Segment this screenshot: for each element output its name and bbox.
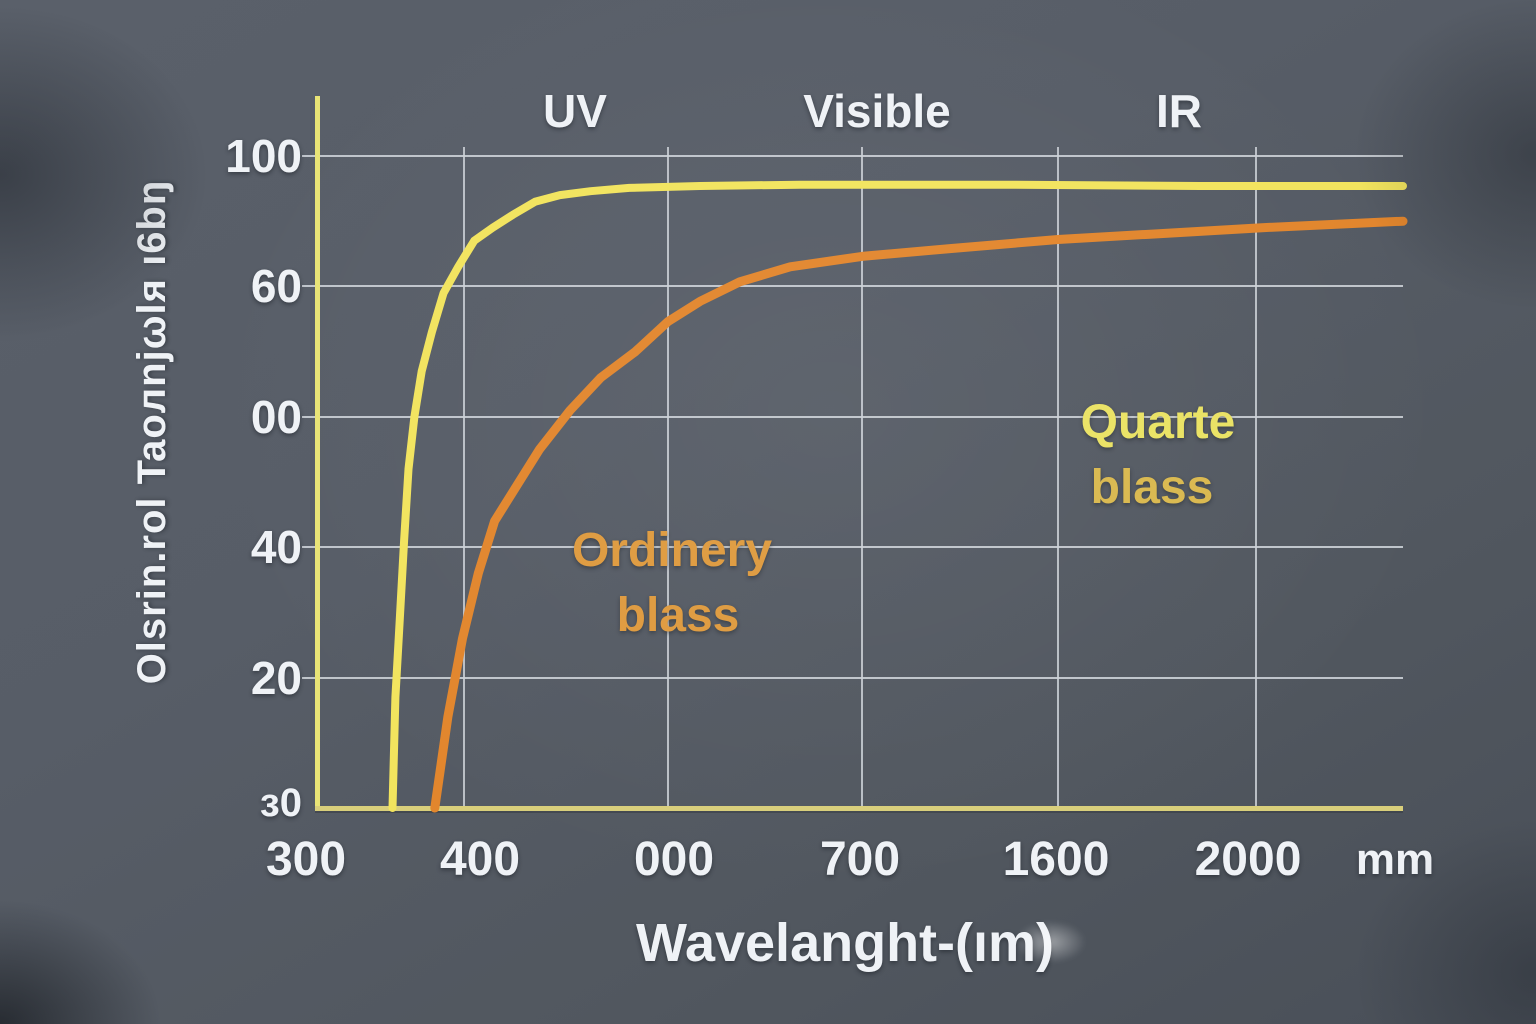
series-curve-1 bbox=[430, 216, 1408, 813]
series-curve-0 bbox=[388, 180, 1407, 812]
series-label-quartz-line2: blass bbox=[1090, 461, 1214, 514]
series-label-ordinary-line2: blass bbox=[616, 589, 740, 642]
x-tick-label-0: 300 bbox=[265, 833, 347, 886]
x-axis-line bbox=[315, 806, 1403, 811]
y-tick-label-5: ɜ0 bbox=[259, 781, 303, 825]
y-tick-label-3: 40 bbox=[250, 521, 302, 573]
y-axis-line bbox=[315, 96, 320, 811]
y-tick-label-4: 20 bbox=[250, 652, 302, 704]
y-tick-label-1: 60 bbox=[250, 260, 302, 312]
region-label-visible: Visible bbox=[803, 85, 951, 137]
x-axis-title: Wavelanght-(ım) bbox=[636, 913, 1054, 973]
y-axis-title: Olsrin.rol Taoлnjωlя ı6bŋ bbox=[130, 179, 174, 685]
x-axis-shadow bbox=[315, 811, 1403, 813]
x-tick-label-2: 000 bbox=[633, 833, 715, 886]
x-tick-label-5: 2000 bbox=[1194, 833, 1302, 886]
y-tick-label-0: 100 bbox=[225, 130, 302, 182]
x-tick-label-1: 400 bbox=[439, 833, 521, 886]
y-tick-label-2: 00 bbox=[250, 391, 302, 443]
region-label-ir: IR bbox=[1156, 85, 1202, 137]
x-tick-label-4: 1600 bbox=[1002, 833, 1110, 886]
series-label-ordinary-line1: Ordinery bbox=[571, 524, 773, 577]
x-axis-unit-label: mm bbox=[1355, 835, 1435, 884]
region-label-uv: UV bbox=[543, 85, 607, 137]
x-tick-label-3: 700 bbox=[819, 833, 901, 886]
series-label-quartz-line1: Quarte bbox=[1080, 396, 1236, 449]
